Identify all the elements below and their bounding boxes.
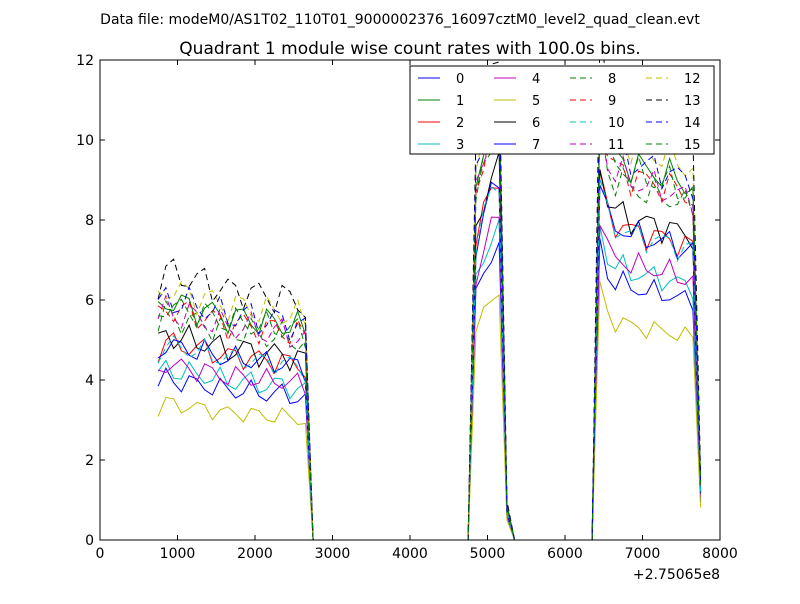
- x-tick-label-5: 5000: [470, 546, 506, 562]
- x-tick-label-0: 0: [96, 546, 105, 562]
- legend-label-13: 13: [684, 94, 701, 109]
- series-line-14: [157, 84, 702, 540]
- chart-title: Quadrant 1 module wise count rates with …: [179, 39, 640, 59]
- y-tick-label-4: 8: [85, 213, 94, 229]
- x-tick-label-7: 7000: [625, 546, 661, 562]
- legend-label-15: 15: [684, 138, 701, 153]
- legend-label-7: 7: [532, 138, 540, 153]
- x-offset-label: +2.75065e8: [633, 567, 720, 583]
- series-line-3: [157, 218, 702, 540]
- series-line-10: [157, 178, 702, 540]
- legend-label-11: 11: [608, 138, 625, 153]
- figure-suptitle: Data file: modeM0/AS1T02_110T01_90000023…: [100, 12, 700, 28]
- legend-label-5: 5: [532, 94, 540, 109]
- legend-label-9: 9: [608, 94, 616, 109]
- legend-label-14: 14: [684, 116, 701, 131]
- y-tick-label-3: 6: [85, 293, 94, 309]
- series-line-11: [157, 112, 702, 540]
- series-line-9: [157, 102, 702, 540]
- legend-frame: [409, 65, 715, 155]
- x-tick-label-3: 3000: [315, 546, 351, 562]
- y-tick-label-1: 2: [85, 453, 94, 469]
- series-line-7: [157, 181, 702, 540]
- legend-label-12: 12: [684, 72, 701, 87]
- x-tick-label-4: 4000: [392, 546, 428, 562]
- legend-label-0: 0: [456, 72, 464, 87]
- series-line-6: [157, 151, 702, 540]
- y-tick-label-6: 12: [76, 53, 94, 69]
- x-tick-label-2: 2000: [237, 546, 273, 562]
- axes-layer: 0 1000 2000 3000 4000 5000 6000 7000 80000246810…: [76, 53, 738, 562]
- legend-label-6: 6: [532, 116, 540, 131]
- legend-label-8: 8: [608, 72, 616, 87]
- x-tick-label-1: 1000: [160, 546, 196, 562]
- series-line-0: [157, 238, 702, 540]
- x-tick-label-8: 8000: [702, 546, 738, 562]
- legend-label-3: 3: [456, 138, 464, 153]
- y-tick-label-0: 0: [85, 533, 94, 549]
- legend-label-4: 4: [532, 72, 540, 87]
- x-tick-label-6: 6000: [547, 546, 583, 562]
- y-tick-label-5: 10: [76, 133, 94, 149]
- series-line-15: [158, 108, 702, 540]
- legend-label-2: 2: [456, 116, 464, 131]
- series-line-4: [157, 216, 702, 540]
- legend-label-1: 1: [456, 94, 464, 109]
- series-line-5: [157, 281, 702, 540]
- legend-label-10: 10: [608, 116, 625, 131]
- y-tick-label-2: 4: [85, 373, 94, 389]
